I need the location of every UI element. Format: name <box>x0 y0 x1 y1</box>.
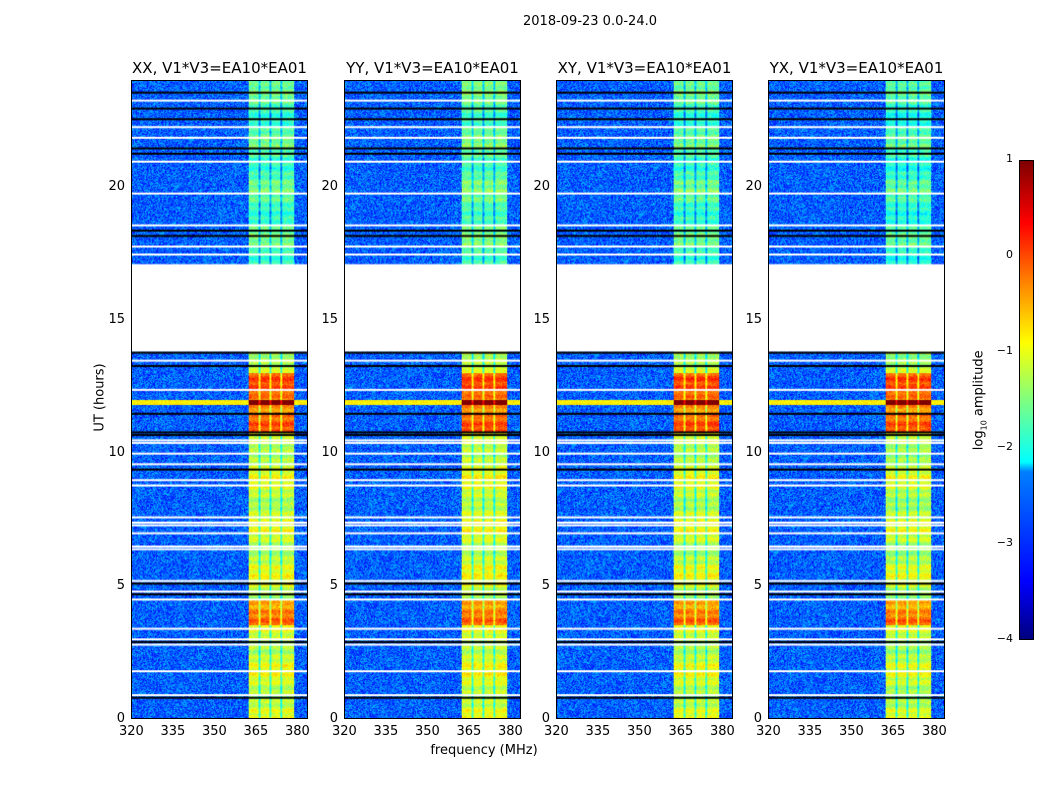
y-tick-label: 10 <box>321 444 338 460</box>
x-tick-label: 365 <box>243 724 269 739</box>
x-tick-label: 320 <box>332 724 357 739</box>
x-tick-label: 335 <box>797 724 823 739</box>
y-tick-label: 15 <box>745 311 762 327</box>
panel-title: YX, V1*V3=EA10*EA01 <box>769 59 944 77</box>
y-tick-label: 20 <box>321 178 338 194</box>
heatmap-panel <box>344 80 521 719</box>
y-tick-label: 20 <box>108 178 125 194</box>
heatmap-canvas <box>132 81 307 718</box>
colorbar <box>1019 160 1034 640</box>
x-tick-label: 365 <box>456 724 482 739</box>
chart-suptitle: 2018-09-23 0.0-24.0 <box>523 14 657 29</box>
panel-title: XY, V1*V3=EA10*EA01 <box>557 59 732 77</box>
colorbar-tick-label: 1 <box>1006 152 1013 165</box>
x-tick-label: 380 <box>921 724 947 739</box>
y-tick-label: 5 <box>329 577 338 593</box>
y-tick-label: 20 <box>533 178 550 194</box>
heatmap-panel <box>131 80 308 719</box>
x-tick-label: 335 <box>373 724 399 739</box>
x-tick-label: 320 <box>756 724 781 739</box>
y-tick-label: 10 <box>108 444 125 460</box>
colorbar-label-main: log <box>971 430 987 451</box>
y-tick-label: 15 <box>108 311 125 327</box>
x-tick-label: 320 <box>544 724 569 739</box>
colorbar-tick-label: 0 <box>1006 248 1013 261</box>
heatmap-canvas <box>345 81 520 718</box>
y-tick-label: 15 <box>321 311 338 327</box>
x-tick-label: 335 <box>160 724 186 739</box>
y-tick-label: 10 <box>533 444 550 460</box>
x-tick-label: 380 <box>497 724 523 739</box>
x-tick-label: 320 <box>119 724 144 739</box>
colorbar-label-rest: amplitude <box>971 350 987 421</box>
colorbar-tick-label: −3 <box>996 536 1013 549</box>
heatmap-panel <box>768 80 945 719</box>
y-tick-label: 5 <box>541 577 550 593</box>
x-tick-label: 350 <box>626 724 652 739</box>
heatmap-canvas <box>557 81 732 718</box>
x-tick-label: 365 <box>880 724 906 739</box>
colorbar-tick-label: −1 <box>996 344 1013 357</box>
x-tick-label: 335 <box>585 724 611 739</box>
y-tick-label: 0 <box>116 711 125 726</box>
y-tick-label: 20 <box>745 178 762 194</box>
x-tick-label: 350 <box>201 724 227 739</box>
heatmap-canvas <box>769 81 944 718</box>
panel-title: XX, V1*V3=EA10*EA01 <box>132 59 307 77</box>
colorbar-tick-label: −4 <box>996 632 1013 645</box>
x-tick-label: 380 <box>709 724 735 739</box>
y-tick-label: 0 <box>541 711 550 726</box>
y-tick-label: 10 <box>745 444 762 460</box>
colorbar-label-sub: 10 <box>979 420 989 431</box>
colorbar-tick-label: −2 <box>996 440 1013 453</box>
y-tick-label: 5 <box>116 577 125 593</box>
x-axis-label: frequency (MHz) <box>430 743 538 758</box>
y-tick-label: 0 <box>329 711 338 726</box>
panel-title: YY, V1*V3=EA10*EA01 <box>346 59 519 77</box>
y-tick-label: 5 <box>753 577 762 593</box>
x-tick-label: 350 <box>838 724 864 739</box>
x-tick-label: 350 <box>414 724 440 739</box>
y-tick-label: 0 <box>753 711 762 726</box>
x-tick-label: 365 <box>668 724 694 739</box>
colorbar-label: log10 amplitude <box>972 340 989 460</box>
heatmap-panel <box>556 80 733 719</box>
x-tick-label: 380 <box>284 724 310 739</box>
y-tick-label: 15 <box>533 311 550 327</box>
y-axis-label: UT (hours) <box>92 363 108 432</box>
